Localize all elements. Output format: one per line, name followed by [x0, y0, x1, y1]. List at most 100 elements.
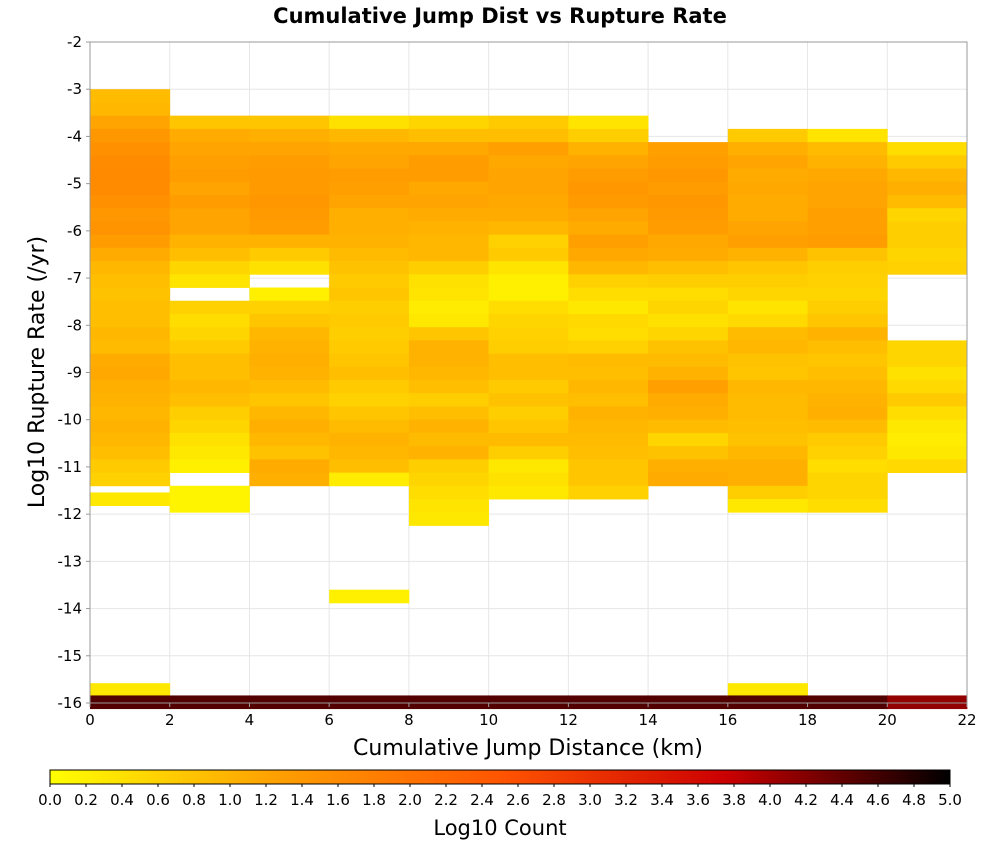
- heatmap-cell: [727, 261, 808, 275]
- colorbar-tick-label: 1.2: [254, 791, 278, 809]
- heatmap-cell: [408, 115, 490, 130]
- heatmap-cell: [807, 432, 888, 447]
- heatmap-cell: [568, 194, 649, 209]
- heatmap-cell: [727, 313, 808, 328]
- heatmap-cell: [727, 234, 808, 249]
- heatmap-cell: [169, 221, 250, 236]
- heatmap-cell: [807, 366, 888, 381]
- heatmap-cell: [90, 313, 171, 328]
- heatmap-cell: [727, 287, 808, 302]
- colorbar-tick-label: 0.4: [110, 791, 134, 809]
- heatmap-cell: [408, 327, 490, 341]
- heatmap-cell: [408, 234, 490, 249]
- heatmap-cell: [568, 419, 649, 434]
- heatmap-cell: [887, 353, 968, 368]
- x-axis: 0 2 4 6 8 10 12 14 16 18 20 22: [85, 703, 977, 729]
- heatmap-cell: [648, 247, 729, 262]
- heatmap-cell: [329, 300, 410, 315]
- colorbar-tick-label: 1.4: [290, 791, 314, 809]
- heatmap-cell: [568, 380, 649, 394]
- colorbar-tick-label: 3.0: [578, 791, 602, 809]
- heatmap-cell: [568, 472, 649, 487]
- y-tick-label: -8: [67, 316, 82, 334]
- heatmap-cell: [727, 300, 808, 315]
- x-tick-label: 22: [957, 711, 976, 729]
- heatmap-cell: [488, 208, 569, 222]
- heatmap-cell: [727, 208, 808, 222]
- heatmap-cell: [648, 380, 729, 394]
- heatmap-cell: [329, 208, 410, 222]
- heatmap-cell: [90, 115, 171, 130]
- heatmap-cell: [408, 353, 490, 368]
- heatmap-cell: [408, 155, 490, 169]
- heatmap-cell: [648, 274, 729, 288]
- heatmap-cell: [887, 261, 968, 275]
- heatmap-cell: [329, 194, 410, 209]
- heatmap-cell: [169, 300, 250, 315]
- heatmap-cell: [169, 353, 250, 368]
- heatmap-cell: [807, 300, 888, 315]
- x-tick-label: 10: [479, 711, 498, 729]
- y-tick-label: -7: [67, 269, 82, 287]
- heatmap-cell: [488, 446, 569, 460]
- heatmap-cell: [648, 221, 729, 236]
- heatmap-cell: [488, 234, 569, 249]
- heatmap-cell: [329, 247, 410, 262]
- heatmap-cell: [807, 340, 888, 355]
- heatmap-cell: [807, 221, 888, 236]
- heatmap-cell: [249, 459, 330, 473]
- colorbar-tick-label: 3.4: [650, 791, 674, 809]
- heatmap-cell: [488, 366, 569, 381]
- heatmap-cell: [727, 155, 808, 169]
- heatmap-cell: [408, 380, 490, 394]
- heatmap-cell: [727, 181, 808, 196]
- heatmap-cell: [488, 142, 569, 156]
- x-tick-label: 12: [559, 711, 578, 729]
- heatmap-cell: [90, 492, 171, 507]
- heatmap-cell: [90, 168, 171, 183]
- heatmap-cell: [488, 459, 569, 473]
- heatmap-cell: [648, 300, 729, 315]
- heatmap-cell: [648, 261, 729, 275]
- heatmap-cell: [90, 432, 171, 447]
- heatmap-cell: [329, 261, 410, 275]
- heatmap-cell: [169, 499, 250, 513]
- heatmap-cell: [807, 142, 888, 156]
- y-tick-label: -16: [58, 694, 83, 712]
- heatmap-cell: [887, 208, 968, 222]
- heatmap-cell: [249, 472, 330, 487]
- heatmap-cell: [648, 472, 729, 487]
- heatmap-cell: [408, 300, 490, 315]
- y-axis: -2 -3 -4 -5 -6 -7 -8 -9 -10 -11 -12 -13 -14 -15 -16: [58, 33, 90, 712]
- heatmap-cell: [568, 432, 649, 447]
- heatmap-cell: [169, 446, 250, 460]
- heatmap-cell: [249, 380, 330, 394]
- heatmap-cell: [807, 181, 888, 196]
- heatmap-cell: [329, 366, 410, 381]
- heatmap-cell: [568, 313, 649, 328]
- heatmap-cell: [408, 485, 490, 500]
- heatmap-cell: [488, 327, 569, 341]
- heatmap-cell: [807, 380, 888, 394]
- heatmap-cell: [90, 406, 171, 421]
- heatmap-cell: [727, 499, 808, 513]
- heatmap-cell: [568, 485, 649, 500]
- heatmap-cell: [90, 353, 171, 368]
- heatmap-cell: [408, 446, 490, 460]
- heatmap-cell: [727, 459, 808, 473]
- heatmap-cell: [727, 327, 808, 341]
- heatmap-cell: [169, 115, 250, 130]
- heatmap-cell: [169, 155, 250, 169]
- heatmap-cell: [727, 472, 808, 487]
- heatmap-cell: [90, 300, 171, 315]
- heatmap-cell: [727, 221, 808, 236]
- colorbar-tick-label: 2.8: [542, 791, 566, 809]
- heatmap-cell: [90, 221, 171, 236]
- heatmap-cell: [568, 234, 649, 249]
- heatmap-cell: [249, 419, 330, 434]
- y-tick-label: -4: [67, 127, 82, 145]
- heatmap-cell: [169, 459, 250, 473]
- colorbar-tick-label: 4.2: [794, 791, 818, 809]
- heatmap-cell: [887, 168, 968, 183]
- heatmap-cell: [488, 128, 569, 143]
